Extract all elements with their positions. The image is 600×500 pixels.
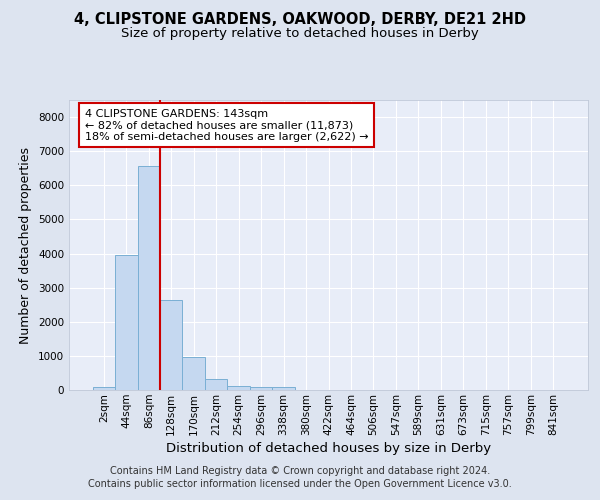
Bar <box>137 166 160 390</box>
Bar <box>92 388 115 390</box>
Bar <box>227 386 250 390</box>
Bar <box>182 357 205 390</box>
Bar <box>115 254 137 390</box>
Text: 4 CLIPSTONE GARDENS: 143sqm
← 82% of detached houses are smaller (11,873)
18% of: 4 CLIPSTONE GARDENS: 143sqm ← 82% of det… <box>85 108 368 142</box>
Bar <box>272 388 295 390</box>
Bar <box>160 300 182 390</box>
Bar <box>250 386 272 390</box>
Text: Contains public sector information licensed under the Open Government Licence v3: Contains public sector information licen… <box>88 479 512 489</box>
Y-axis label: Number of detached properties: Number of detached properties <box>19 146 32 344</box>
Bar <box>205 380 227 390</box>
Text: 4, CLIPSTONE GARDENS, OAKWOOD, DERBY, DE21 2HD: 4, CLIPSTONE GARDENS, OAKWOOD, DERBY, DE… <box>74 12 526 28</box>
X-axis label: Distribution of detached houses by size in Derby: Distribution of detached houses by size … <box>166 442 491 455</box>
Text: Size of property relative to detached houses in Derby: Size of property relative to detached ho… <box>121 28 479 40</box>
Text: Contains HM Land Registry data © Crown copyright and database right 2024.: Contains HM Land Registry data © Crown c… <box>110 466 490 476</box>
